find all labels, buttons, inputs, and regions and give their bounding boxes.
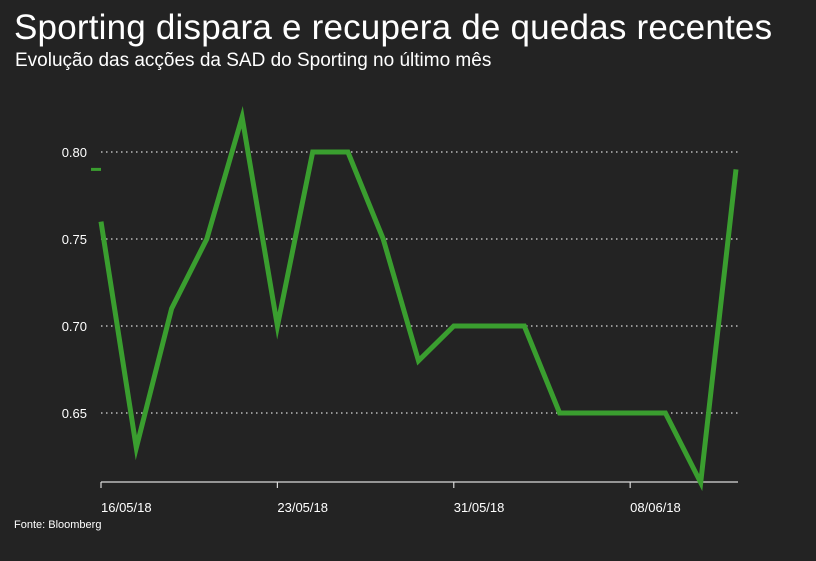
x-tick-label: 16/05/18 <box>101 500 152 515</box>
y-tick-label: 0.80 <box>62 145 87 160</box>
chart-title: Sporting dispara e recupera de quedas re… <box>14 8 773 47</box>
x-tick-label: 23/05/18 <box>277 500 328 515</box>
x-tick-label: 08/06/18 <box>630 500 681 515</box>
chart-subtitle: Evolução das acções da SAD do Sporting n… <box>15 50 492 71</box>
y-tick-labels: 0.65 0.70 0.75 0.80 <box>62 145 87 421</box>
y-tick-label: 0.70 <box>62 319 87 334</box>
y-tick-label: 0.65 <box>62 406 87 421</box>
series-line <box>98 106 739 492</box>
series <box>98 106 739 492</box>
x-tick-label: 31/05/18 <box>454 500 505 515</box>
x-tick-labels: 16/05/18 23/05/18 31/05/18 08/06/18 <box>101 500 681 515</box>
gridlines <box>101 151 738 414</box>
source-note: Fonte: Bloomberg <box>14 519 102 531</box>
x-axis <box>100 481 738 488</box>
y-tick-label: 0.75 <box>62 232 87 247</box>
